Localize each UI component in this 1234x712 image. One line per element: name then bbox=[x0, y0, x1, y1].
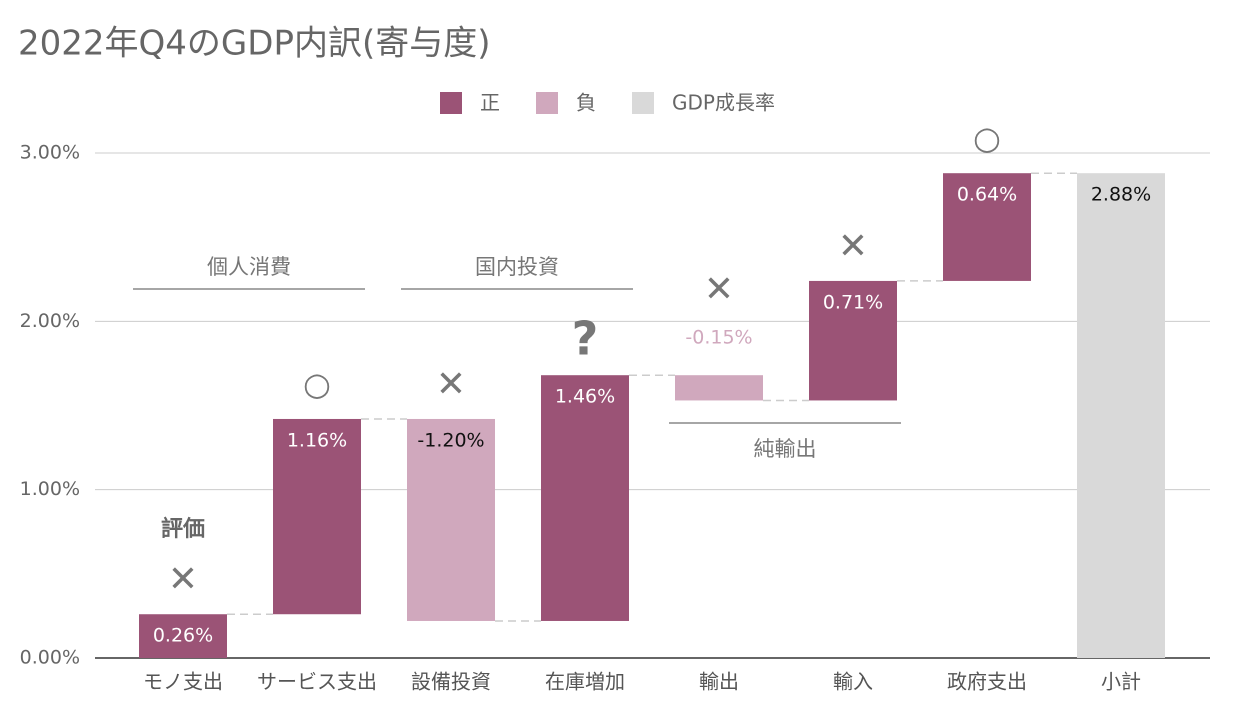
x-tick-label: サービス支出 bbox=[257, 670, 377, 694]
evaluation-mark: ○ bbox=[303, 365, 331, 403]
y-tick-label: 1.00% bbox=[20, 478, 80, 500]
bar bbox=[273, 418, 361, 615]
legend-swatch bbox=[440, 92, 462, 114]
x-tick-label: 小計 bbox=[1101, 670, 1141, 694]
group-label: 純輸出 bbox=[754, 437, 817, 461]
legend-label: GDP成長率 bbox=[672, 91, 775, 115]
value-label: -0.15% bbox=[685, 327, 752, 349]
bar bbox=[809, 280, 897, 401]
bar bbox=[943, 173, 1031, 281]
legend-label: 負 bbox=[576, 91, 596, 115]
bar bbox=[407, 418, 495, 621]
group-label: 個人消費 bbox=[207, 255, 291, 279]
evaluation-mark: ? bbox=[572, 312, 599, 366]
x-tick-label: 設備投資 bbox=[411, 670, 491, 694]
y-tick-label: 3.00% bbox=[20, 142, 80, 164]
bar bbox=[675, 375, 763, 401]
value-label: -1.20% bbox=[417, 429, 484, 451]
value-label: 1.16% bbox=[287, 429, 347, 451]
value-label: 2.88% bbox=[1091, 184, 1151, 206]
y-tick-label: 0.00% bbox=[20, 647, 80, 669]
bar bbox=[139, 614, 227, 658]
value-label: 0.71% bbox=[823, 291, 883, 313]
group-label: 国内投資 bbox=[475, 255, 559, 279]
value-label: 0.26% bbox=[153, 625, 213, 647]
chart-title: 2022年Q4のGDP内訳(寄与度) bbox=[18, 24, 490, 64]
value-label: 1.46% bbox=[555, 386, 615, 408]
evaluation-mark: ✕ bbox=[704, 269, 734, 310]
legend-swatch bbox=[536, 92, 558, 114]
x-tick-label: 輸出 bbox=[699, 670, 739, 694]
bar bbox=[1077, 173, 1165, 658]
y-tick-label: 2.00% bbox=[20, 310, 80, 332]
legend-label: 正 bbox=[480, 91, 500, 115]
x-tick-label: モノ支出 bbox=[143, 670, 223, 694]
x-tick-label: 在庫増加 bbox=[545, 670, 625, 694]
evaluation-mark: ✕ bbox=[838, 226, 868, 267]
evaluation-mark: ✕ bbox=[436, 364, 466, 405]
legend-swatch bbox=[632, 92, 654, 114]
bar bbox=[541, 375, 629, 621]
mark-caption: 評価 bbox=[161, 516, 205, 542]
x-tick-label: 政府支出 bbox=[947, 670, 1027, 694]
evaluation-mark: ✕ bbox=[168, 559, 198, 600]
evaluation-mark: ○ bbox=[973, 119, 1001, 157]
x-tick-label: 輸入 bbox=[833, 670, 873, 694]
value-label: 0.64% bbox=[957, 184, 1017, 206]
